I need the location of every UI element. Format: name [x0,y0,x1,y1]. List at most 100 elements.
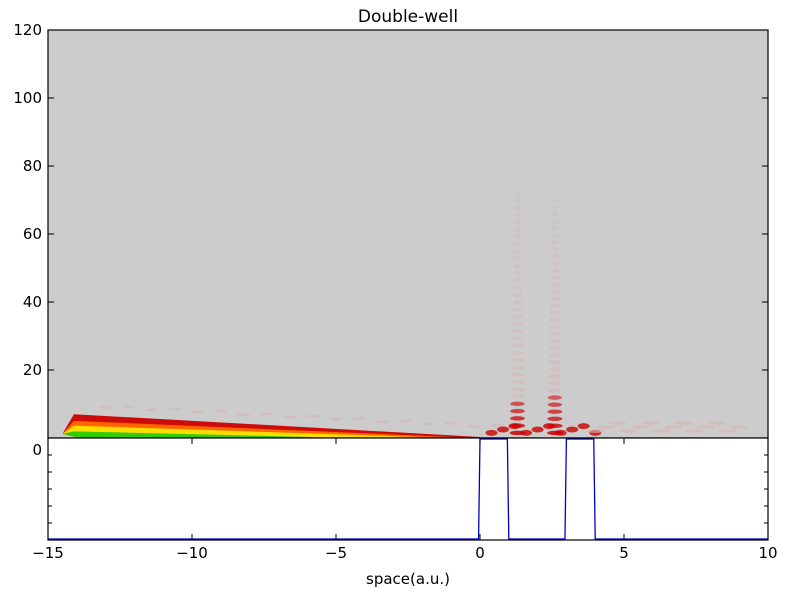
left-well-density [512,285,523,290]
left-well-density [513,220,522,225]
left-well-density [512,307,523,312]
transmitted-density [730,425,749,429]
left-well-density [511,314,523,319]
x-tick-label: 0 [475,544,485,562]
right-well-density [549,324,561,330]
potential-line [48,438,768,540]
left-well-density [511,350,524,356]
x-tick-label: 10 [758,544,777,562]
right-well-density [550,268,560,273]
y-tick-label: 20 [23,361,42,379]
transmitted-density [663,425,682,429]
heatmap-background [48,30,768,438]
left-well-density [513,256,522,261]
interference-stripe [421,422,436,426]
x-axis-label: space(a.u.) [366,570,450,588]
right-well-density [551,197,558,203]
right-well-density [550,261,560,266]
interference-stripe [398,419,413,423]
interference-stripe [352,416,367,420]
interference-stripe [282,415,297,419]
left-well-density [511,358,524,363]
transmitted-density [641,421,660,425]
interference-stripe [98,405,113,409]
left-well-density [510,365,524,370]
interference-stripe [490,424,505,428]
left-well-density [511,343,524,348]
transmitted-density [685,429,704,434]
interference-stripe [375,420,390,424]
base-density [485,429,498,436]
left-well-density [513,249,522,254]
left-well-density [510,408,525,414]
right-well-density [550,282,560,287]
left-well-density [513,234,522,239]
y-tick-label: 80 [23,157,42,175]
right-well-density [551,218,559,224]
right-well-density [550,275,560,280]
x-tick-label: −10 [176,544,208,562]
left-well-density [509,416,525,421]
left-well-density [512,278,523,283]
y-tick-label: 60 [23,225,42,243]
potential-background [48,438,768,540]
left-well-density [512,292,523,298]
transmitted-density [597,425,616,429]
interference-stripe [467,424,482,428]
right-well-density [549,317,561,323]
left-well-density [510,401,525,407]
interference-stripe [259,412,274,416]
base-density [554,429,567,436]
base-density [508,423,521,430]
left-well-density [510,372,525,377]
interference-stripe [121,405,136,409]
left-well-density [512,299,523,305]
left-well-density [510,387,525,392]
left-well-density [514,198,521,203]
base-density [520,429,533,436]
interference-stripe [236,413,251,417]
right-well-density [547,395,562,400]
base-density [531,426,544,433]
base-density [577,423,590,430]
left-well-density [512,270,523,276]
interference-stripe [144,408,159,412]
right-well-density [550,240,559,245]
left-well-density [513,212,521,218]
interference-stripe [190,410,205,414]
x-tick-label: 5 [619,544,629,562]
potential-y-axis: 0 [32,441,768,524]
transmitted-density [708,421,727,425]
interference-stripe [444,421,459,425]
interference-stripe [167,407,182,411]
base-density [566,426,579,433]
transmitted-density [630,425,649,429]
right-well-density [548,360,562,365]
transmitted-density [696,425,715,429]
right-well-density [548,338,561,344]
base-density [497,426,510,433]
left-well-density [514,191,521,196]
right-well-density [551,204,559,210]
interference-stripe [329,417,343,421]
heatmap-layer [62,191,749,438]
x-tick-label: −15 [32,544,64,562]
right-well-density [548,367,562,372]
transmitted-density [619,429,638,434]
left-well-density [513,227,522,232]
right-well-density [549,303,561,309]
right-well-density [547,402,563,407]
right-well-density [551,211,559,217]
right-well-density [547,416,563,421]
left-well-density [512,263,522,269]
base-density [543,423,556,430]
right-well-density [547,388,562,393]
heatmap-y-axis: 20 40 60 80 100 120 [13,21,768,379]
right-well-density [548,353,562,358]
left-well-density [513,241,522,247]
transmitted-density [674,421,693,425]
x-tick-label: −5 [325,544,347,562]
left-well-density [510,379,525,385]
transmitted-density [652,429,671,434]
